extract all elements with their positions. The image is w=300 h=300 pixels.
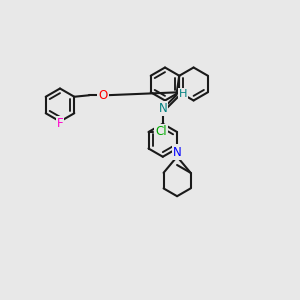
Text: O: O [98, 89, 107, 102]
Text: F: F [57, 117, 63, 130]
Text: Cl: Cl [156, 125, 167, 139]
Text: H: H [178, 89, 187, 99]
Text: N: N [173, 146, 182, 159]
Text: N: N [158, 102, 167, 115]
